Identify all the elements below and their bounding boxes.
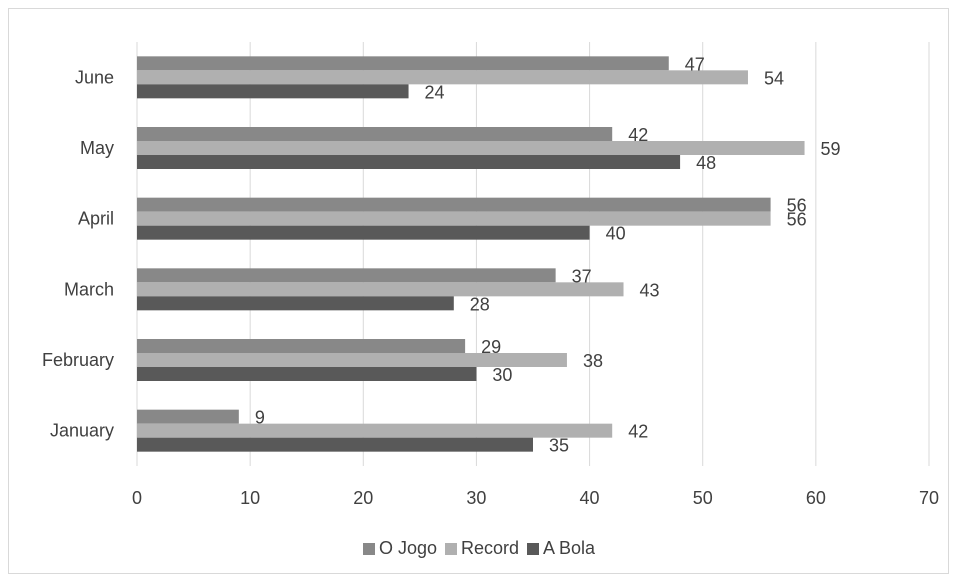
data-label-a-bola-june: 24 bbox=[425, 82, 445, 102]
legend-swatch-o-jogo bbox=[362, 542, 375, 555]
data-label-record-april: 56 bbox=[787, 210, 807, 230]
bar-o-jogo-january bbox=[137, 409, 239, 424]
data-label-o-jogo-february: 29 bbox=[481, 337, 501, 357]
legend-label-a-bola: A Bola bbox=[543, 538, 596, 558]
y-axis-categories: January February March April May June bbox=[42, 67, 114, 440]
bar-a-bola-february bbox=[137, 367, 477, 381]
category-label-february: February bbox=[42, 350, 114, 370]
category-label-may: May bbox=[80, 138, 114, 158]
bars bbox=[137, 56, 805, 452]
x-axis-ticks: 0 10 20 30 40 50 60 70 bbox=[132, 488, 939, 508]
bar-record-june bbox=[137, 70, 748, 85]
legend-swatch-a-bola bbox=[527, 542, 540, 555]
data-label-record-june: 54 bbox=[764, 68, 784, 88]
legend-item-record: Record bbox=[444, 538, 520, 559]
legend-item-o-jogo: O Jogo bbox=[362, 538, 437, 559]
data-label-a-bola-may: 48 bbox=[696, 153, 716, 173]
bar-record-january bbox=[137, 423, 613, 438]
data-label-record-may: 59 bbox=[821, 139, 841, 159]
gridlines bbox=[136, 42, 930, 466]
bar-record-april bbox=[137, 211, 771, 226]
bar-a-bola-january bbox=[137, 437, 533, 452]
bar-o-jogo-april bbox=[137, 197, 771, 212]
legend-swatch-record bbox=[444, 542, 457, 555]
legend: O Jogo Record A Bola bbox=[0, 538, 958, 560]
data-label-record-february: 38 bbox=[583, 351, 603, 371]
bar-record-may bbox=[137, 141, 805, 155]
x-tick-label-0: 0 bbox=[132, 488, 142, 508]
x-tick-label-40: 40 bbox=[580, 488, 600, 508]
bar-a-bola-march bbox=[137, 296, 454, 311]
bar-o-jogo-march bbox=[137, 268, 556, 283]
x-tick-label-10: 10 bbox=[240, 488, 260, 508]
data-label-a-bola-january: 35 bbox=[549, 436, 569, 456]
data-label-a-bola-march: 28 bbox=[470, 294, 490, 314]
legend-item-a-bola: A Bola bbox=[527, 538, 595, 559]
data-label-record-january: 42 bbox=[628, 422, 648, 442]
bar-a-bola-june bbox=[137, 84, 409, 99]
x-tick-label-70: 70 bbox=[919, 488, 939, 508]
category-label-march: March bbox=[64, 279, 114, 299]
data-label-o-jogo-january: 9 bbox=[255, 408, 265, 428]
data-label-o-jogo-april: 56 bbox=[787, 196, 807, 216]
bar-a-bola-may bbox=[137, 155, 681, 169]
data-label-o-jogo-june: 47 bbox=[685, 54, 705, 74]
bar-a-bola-april bbox=[137, 225, 590, 240]
data-label-a-bola-april: 40 bbox=[606, 224, 626, 244]
data-label-record-march: 43 bbox=[640, 280, 660, 300]
x-tick-label-60: 60 bbox=[806, 488, 826, 508]
legend-label-o-jogo: O Jogo bbox=[378, 538, 437, 558]
bar-record-february bbox=[137, 353, 567, 367]
x-tick-label-20: 20 bbox=[353, 488, 373, 508]
data-label-o-jogo-march: 37 bbox=[572, 266, 592, 286]
data-label-a-bola-february: 30 bbox=[492, 365, 512, 385]
x-tick-label-50: 50 bbox=[693, 488, 713, 508]
bar-o-jogo-may bbox=[137, 127, 613, 141]
category-label-january: January bbox=[50, 421, 114, 441]
bar-o-jogo-june bbox=[137, 56, 669, 71]
bar-record-march bbox=[137, 282, 624, 297]
data-label-o-jogo-may: 42 bbox=[628, 125, 648, 145]
legend-label-record: Record bbox=[460, 538, 520, 558]
bar-o-jogo-february bbox=[137, 339, 466, 353]
category-label-april: April bbox=[78, 209, 114, 229]
x-tick-label-30: 30 bbox=[466, 488, 486, 508]
category-label-june: June bbox=[75, 67, 114, 87]
